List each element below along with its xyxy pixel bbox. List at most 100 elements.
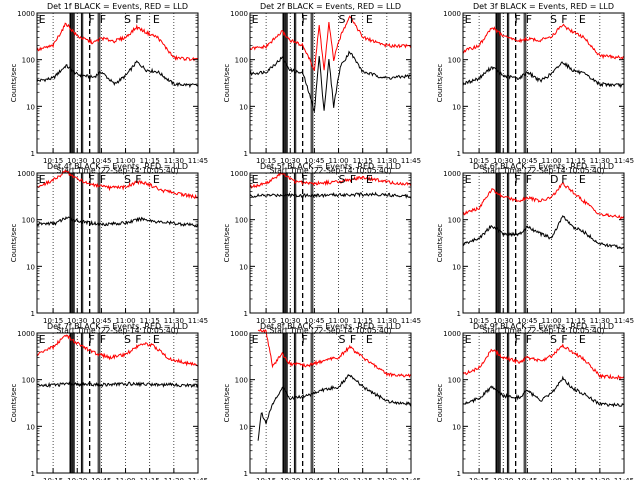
x-tick-label: 11:15 (353, 157, 373, 165)
events-series-line (249, 50, 412, 113)
region-label: F (350, 173, 356, 186)
x-tick-label: 11:00 (115, 477, 135, 480)
y-tick-label: 1 (457, 150, 461, 158)
x-tick-label: 10:15 (469, 317, 489, 325)
region-label: F (515, 333, 521, 346)
x-tick-label: 11:15 (566, 157, 586, 165)
region-label: S (550, 333, 557, 346)
region-label: S (339, 333, 346, 346)
y-tick-label: 1 (457, 470, 461, 478)
events-series-line (36, 60, 199, 89)
region-label: S (124, 13, 131, 26)
x-tick-label: 10:45 (91, 317, 111, 325)
plot-frame (462, 172, 625, 314)
region-label: F (89, 333, 95, 346)
y-tick-label: 1000 (230, 330, 248, 338)
x-tick-label: 11:15 (353, 317, 373, 325)
x-tick-label: 11:45 (401, 157, 421, 165)
region-label: E (252, 13, 259, 26)
region-label: F (561, 173, 567, 186)
region-label: E (366, 173, 373, 186)
x-tick-label: 11:30 (377, 317, 397, 325)
y-tick-label: 100 (235, 217, 248, 225)
events-series-line (257, 373, 412, 441)
y-axis-label: Counts/sec (223, 64, 231, 103)
region-label: E (153, 333, 160, 346)
x-tick-label: 11:15 (566, 317, 586, 325)
x-tick-label: 10:30 (280, 157, 300, 165)
x-axis-label: Start Time (22-Sep-14 10:05:40) (270, 166, 392, 175)
y-tick-label: 1 (31, 310, 35, 318)
y-tick-label: 1 (244, 310, 248, 318)
x-tick-label: 11:45 (188, 477, 208, 480)
x-tick-label: 10:45 (517, 157, 537, 165)
y-tick-label: 100 (448, 217, 461, 225)
y-tick-label: 100 (235, 57, 248, 65)
plot-frame (249, 172, 412, 314)
y-tick-label: 1000 (230, 170, 248, 178)
y-tick-label: 1 (31, 470, 35, 478)
region-label: F (89, 173, 95, 186)
events-series-line (462, 375, 624, 408)
y-tick-label: 10 (26, 263, 35, 271)
x-axis-label: Start Time (22-Sep-14 10:05:40) (57, 166, 179, 175)
y-tick-label: 10 (239, 423, 248, 431)
x-tick-label: 11:00 (328, 157, 348, 165)
x-tick-label: 10:30 (280, 317, 300, 325)
region-label: F (515, 13, 521, 26)
x-tick-label: 10:15 (256, 477, 276, 480)
region-label: F (135, 13, 141, 26)
region-label: S (550, 13, 557, 26)
events-series-line (36, 381, 199, 389)
panel-title: Det 9f BLACK = Events, RED = LLD (473, 322, 614, 331)
y-tick-label: 1 (457, 310, 461, 318)
x-tick-label: 10:30 (493, 477, 513, 480)
x-axis-label: Start Time (22-Sep-14 10:05:40) (57, 326, 179, 335)
y-axis-label: Counts/sec (436, 64, 444, 103)
x-tick-label: 11:45 (401, 477, 421, 480)
region-label: E (465, 333, 472, 346)
x-tick-label: 11:00 (115, 157, 135, 165)
x-tick-label: 10:45 (517, 317, 537, 325)
lld-series-line (249, 15, 412, 71)
x-tick-label: 10:15 (469, 477, 489, 480)
y-tick-label: 1000 (17, 330, 35, 338)
y-tick-label: 100 (235, 377, 248, 385)
region-label: E (39, 173, 46, 186)
panel-title: Det 5f BLACK = Events, RED = LLD (260, 162, 401, 171)
region-label: F (561, 333, 567, 346)
x-tick-label: 10:45 (304, 317, 324, 325)
y-tick-label: 1000 (443, 170, 461, 178)
y-tick-label: 1 (31, 150, 35, 158)
x-tick-label: 10:15 (256, 317, 276, 325)
y-tick-label: 1 (244, 470, 248, 478)
y-axis-label: Counts/sec (436, 384, 444, 423)
panel-title: Det 2f BLACK = Events, RED = LLD (260, 2, 401, 11)
region-label: E (39, 13, 46, 26)
events-series-line (462, 61, 625, 89)
region-label: F (89, 13, 95, 26)
x-tick-label: 10:45 (91, 477, 111, 480)
x-axis-label: Start Time (22-Sep-14 10:05:40) (483, 326, 605, 335)
region-label: F (100, 173, 106, 186)
region-label: S (124, 173, 131, 186)
plot-frame (249, 12, 412, 154)
region-label: E (153, 13, 160, 26)
plot-frame (36, 12, 199, 154)
x-tick-label: 11:15 (140, 317, 160, 325)
y-tick-label: 1000 (443, 10, 461, 18)
x-tick-label: 10:45 (304, 477, 324, 480)
plot-frame (462, 332, 625, 474)
region-label: F (350, 13, 356, 26)
y-tick-label: 100 (22, 217, 35, 225)
lld-series-line (36, 334, 199, 367)
x-axis-label: Start Time (22-Sep-14 10:05:40) (270, 326, 392, 335)
x-tick-label: 10:30 (67, 477, 87, 480)
region-label: F (515, 173, 521, 186)
region-label: E (465, 173, 472, 186)
x-tick-label: 10:45 (91, 157, 111, 165)
y-tick-label: 10 (26, 423, 35, 431)
lld-series-line (36, 22, 199, 62)
